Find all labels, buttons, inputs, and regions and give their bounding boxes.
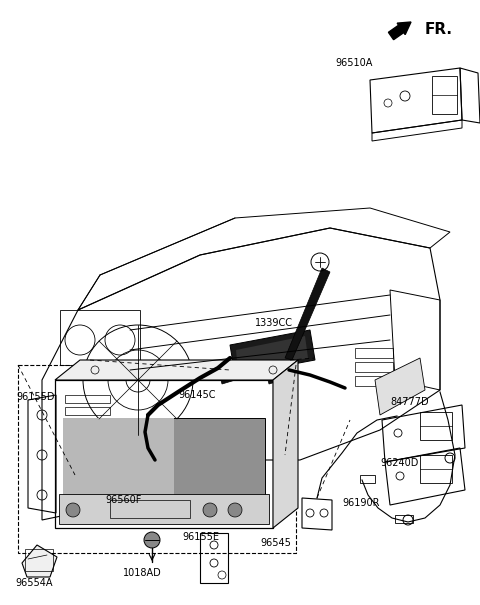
Text: 1018AD: 1018AD xyxy=(123,568,162,578)
Text: 96155D: 96155D xyxy=(16,392,55,402)
Text: 96510A: 96510A xyxy=(335,58,372,68)
Polygon shape xyxy=(236,336,308,372)
Polygon shape xyxy=(22,545,57,577)
Bar xyxy=(355,376,393,386)
Bar xyxy=(432,76,457,114)
Bar xyxy=(420,455,452,483)
Bar xyxy=(18,365,296,553)
Bar xyxy=(355,362,393,372)
Text: 96560F: 96560F xyxy=(105,495,142,505)
Polygon shape xyxy=(230,330,315,375)
Bar xyxy=(110,500,190,518)
Bar xyxy=(55,380,273,528)
Bar xyxy=(360,475,375,483)
Polygon shape xyxy=(55,360,298,380)
Bar xyxy=(25,549,53,571)
Bar xyxy=(65,419,110,427)
FancyArrow shape xyxy=(388,22,411,40)
Text: 1339CC: 1339CC xyxy=(255,318,293,328)
Bar xyxy=(59,494,269,524)
Text: FR.: FR. xyxy=(425,22,453,37)
Bar xyxy=(420,412,452,440)
Text: 96545: 96545 xyxy=(260,538,291,548)
Bar xyxy=(395,515,413,523)
Polygon shape xyxy=(218,362,242,384)
Text: 96240D: 96240D xyxy=(380,458,419,468)
Text: 96190R: 96190R xyxy=(342,498,380,508)
Polygon shape xyxy=(273,360,298,528)
Bar xyxy=(65,395,110,403)
Polygon shape xyxy=(375,358,425,415)
Text: 84777D: 84777D xyxy=(390,397,429,407)
Text: 96155E: 96155E xyxy=(182,532,219,542)
Polygon shape xyxy=(285,268,330,360)
Circle shape xyxy=(144,532,160,548)
Polygon shape xyxy=(265,362,289,384)
Circle shape xyxy=(203,503,217,517)
Text: 96554A: 96554A xyxy=(15,578,52,588)
Bar xyxy=(355,348,393,358)
Bar xyxy=(60,310,140,365)
Bar xyxy=(63,418,174,514)
Bar xyxy=(65,407,110,415)
Circle shape xyxy=(228,503,242,517)
Bar xyxy=(63,418,265,514)
Text: 96145C: 96145C xyxy=(178,390,216,400)
Circle shape xyxy=(66,503,80,517)
